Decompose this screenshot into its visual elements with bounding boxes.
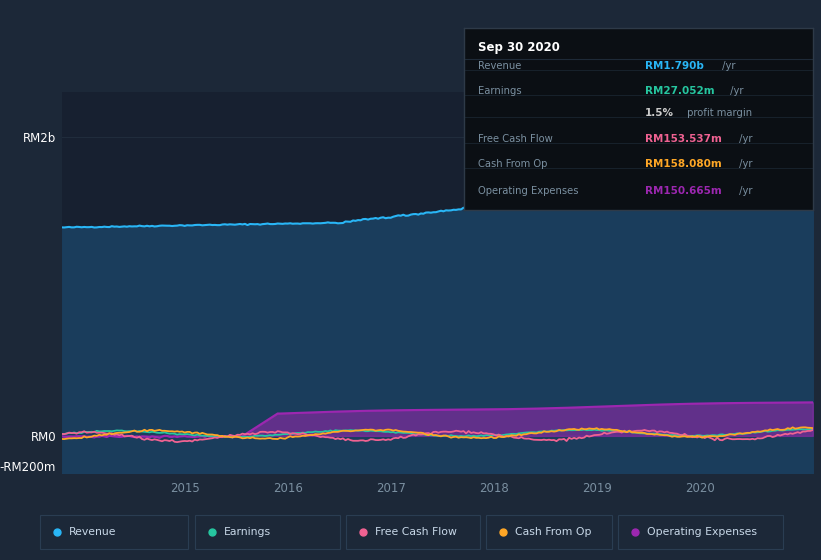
Text: /yr: /yr [736, 159, 753, 169]
Text: RM27.052m: RM27.052m [645, 86, 715, 96]
Text: Cash From Op: Cash From Op [515, 527, 591, 537]
Text: Cash From Op: Cash From Op [478, 159, 548, 169]
Text: Revenue: Revenue [478, 61, 521, 71]
Text: Earnings: Earnings [478, 86, 521, 96]
Text: /yr: /yr [736, 186, 753, 197]
Text: RM1.790b: RM1.790b [645, 61, 704, 71]
Text: Free Cash Flow: Free Cash Flow [478, 134, 553, 143]
Text: /yr: /yr [718, 61, 735, 71]
Text: RM150.665m: RM150.665m [645, 186, 722, 197]
Text: RM158.080m: RM158.080m [645, 159, 722, 169]
Text: Revenue: Revenue [69, 527, 117, 537]
Text: /yr: /yr [727, 86, 744, 96]
Text: 1.5%: 1.5% [645, 108, 674, 118]
Text: Operating Expenses: Operating Expenses [647, 527, 757, 537]
Text: Operating Expenses: Operating Expenses [478, 186, 578, 197]
Text: profit margin: profit margin [684, 108, 752, 118]
Text: Sep 30 2020: Sep 30 2020 [478, 41, 560, 54]
Text: /yr: /yr [736, 134, 753, 143]
Text: Free Cash Flow: Free Cash Flow [375, 527, 456, 537]
Text: RM153.537m: RM153.537m [645, 134, 722, 143]
Text: Earnings: Earnings [224, 527, 271, 537]
